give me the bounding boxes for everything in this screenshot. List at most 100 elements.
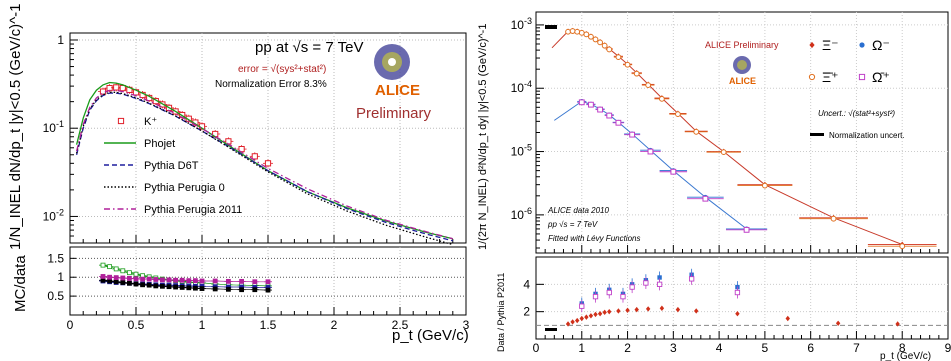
rb-ylabel: Data / Pythia P2011: [496, 273, 506, 352]
rb-xtick-label: 3: [670, 341, 677, 355]
lb-point: [179, 277, 185, 283]
rb-point: [620, 293, 626, 300]
rb-point: [579, 315, 584, 322]
lb-point: [225, 278, 231, 284]
rb-point: [607, 308, 612, 315]
rt-system-annotation: pp √s = 7 TeV: [547, 220, 598, 229]
lb-xtick-label: 2.5: [392, 318, 409, 332]
rb-point: [625, 307, 630, 313]
rt-legend-marker: [808, 73, 816, 81]
left-bottom-ticks: 0.5 1 1.5 0 0.5 1 1.5 2 2.5 3: [47, 251, 469, 332]
lb-ytick-label: 0.5: [47, 289, 64, 303]
left-top-panel: 10-2 10-1 1 pp at √s = 7 TeV error = √(sys…: [7, 4, 467, 250]
rt-point: [588, 101, 594, 108]
rt-point: [583, 31, 590, 38]
rt-ytick-label: 10-4: [511, 79, 532, 95]
rt-point: [624, 61, 631, 68]
lb-point: [133, 271, 139, 277]
lt-legend-label: Phojet: [144, 138, 175, 150]
rt-point: [601, 42, 608, 49]
lb-point: [265, 287, 271, 293]
rt-point: [565, 28, 571, 35]
lb-point: [146, 276, 152, 282]
lb-point: [159, 277, 165, 283]
rb-point: [592, 293, 599, 300]
rb-point: [895, 321, 900, 327]
rt-ytick-label: 10-5: [511, 143, 532, 159]
lb-ytick-label: 1: [57, 270, 64, 284]
lt-preliminary: Preliminary: [356, 105, 432, 122]
rt-point: [606, 46, 613, 53]
rt-point: [592, 36, 599, 43]
rb-point: [579, 303, 585, 309]
rt-data-annotation: ALICE data 2010: [547, 206, 609, 215]
rt-fit-annotation: Fitted with Lévy Functions: [548, 234, 640, 243]
rb-point: [657, 275, 662, 280]
rb-xtick-label: 1: [578, 341, 585, 355]
rt-point: [761, 182, 768, 189]
rb-point: [588, 313, 594, 319]
rb-point: [645, 306, 651, 312]
rb-point: [688, 276, 695, 282]
rt-point: [597, 39, 603, 46]
rt-legend-marker: [859, 42, 865, 48]
lb-point: [127, 280, 132, 286]
rt-point: [597, 106, 603, 113]
lb-point: [252, 279, 258, 285]
rt-point: [670, 168, 677, 175]
rb-xtick-label: 9: [945, 341, 951, 355]
rt-point: [606, 112, 613, 119]
lb-point: [239, 287, 245, 293]
rb-xtick-label: 8: [899, 341, 906, 355]
lt-ylabel: 1/N_INEL dN/dp_t |y|<0.5 (GeV/c)^-1: [7, 4, 24, 250]
rb-ytick-label: 2: [523, 305, 530, 319]
rb-ytick-label: 4: [523, 277, 530, 291]
rt-point: [830, 215, 837, 222]
rt-point: [615, 119, 622, 126]
lb-point: [140, 276, 146, 282]
lb-xtick-label: 0: [67, 318, 74, 332]
lt-point: [113, 84, 120, 91]
lb-point: [212, 278, 218, 284]
alice-logo-left-text: ALICE: [375, 82, 420, 99]
rb-point: [634, 306, 639, 313]
rb-point: [785, 315, 790, 322]
lb-point: [173, 277, 179, 283]
rb-xtick-label: 7: [853, 341, 860, 355]
right-top-panel: 10-6 10-5 10-4 10-3 ALICE Preliminary ALICE…: [477, 11, 949, 254]
rb-point: [656, 281, 663, 287]
left-bottom-series: [99, 262, 272, 293]
rb-point: [835, 320, 841, 326]
lt-ytick-label: 10-1: [43, 119, 64, 135]
lb-point: [120, 275, 126, 281]
lt-error-annotation: error = √(sys²+stat²): [238, 63, 326, 75]
lb-point: [239, 278, 245, 284]
rb-point: [606, 289, 612, 296]
rb-point: [629, 284, 635, 290]
alice-logo-left: ALICE: [374, 44, 420, 99]
right-bottom-panel: 2 4 0 1 2 3 4 5 6 7 8 9 Data / Pythia P2011 p_t (Ge…: [496, 256, 951, 361]
right-top-ticks: 10-6 10-5 10-4 10-3: [511, 16, 949, 253]
lb-xtick-label: 1.5: [260, 318, 277, 332]
lb-point: [113, 275, 119, 281]
lt-ytick-label: 1: [57, 33, 64, 47]
lb-point: [133, 276, 139, 282]
rb-point: [565, 321, 571, 327]
lt-point: [225, 138, 232, 145]
left-top-series: [75, 81, 453, 246]
rb-xtick-label: 5: [762, 341, 769, 355]
rt-point: [588, 33, 594, 40]
alice-logo-right-text: ALICE: [729, 76, 756, 86]
lb-point: [107, 274, 112, 280]
lb-point: [265, 279, 271, 285]
lb-point: [186, 278, 192, 284]
lb-point: [252, 287, 258, 293]
rb-point: [694, 308, 699, 314]
rt-legend-marker: [809, 41, 815, 49]
lb-ytick-label: 1.5: [47, 251, 64, 265]
rt-point: [578, 99, 585, 106]
lb-point: [173, 284, 179, 290]
lb-point: [153, 277, 159, 282]
lt-system-annotation: pp at √s = 7 TeV: [255, 39, 363, 56]
